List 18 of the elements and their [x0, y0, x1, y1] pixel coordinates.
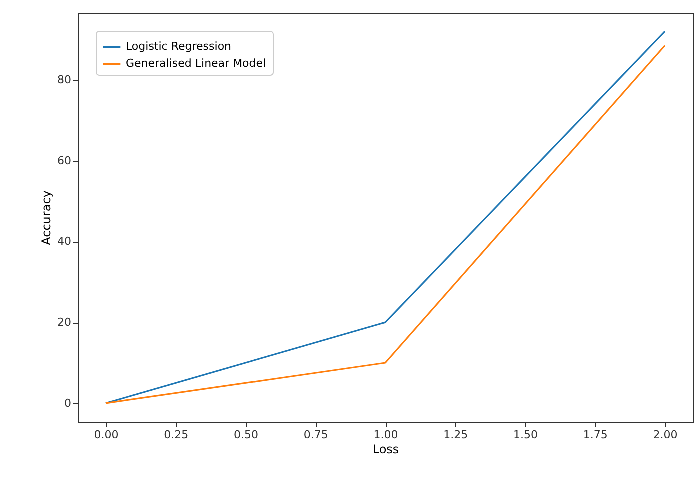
y-axis-title: Accuracy	[40, 190, 54, 246]
x-tick-label: 1.25	[444, 428, 468, 442]
x-tick-label: 2.00	[653, 428, 678, 442]
x-tick-label: 0.75	[304, 428, 328, 442]
x-tick-label: 0.25	[164, 428, 189, 442]
x-tick-label: 0.50	[234, 428, 258, 442]
x-tick-label: 1.00	[374, 428, 398, 442]
x-tick-label: 1.75	[583, 428, 608, 442]
legend-label: Generalised Linear Model	[126, 57, 266, 70]
x-axis-title: Loss	[372, 442, 400, 456]
y-tick-label: 20	[58, 316, 72, 330]
x-tick-label: 0.00	[94, 428, 119, 442]
x-tick-label: 1.50	[514, 428, 538, 442]
y-tick-label: 60	[58, 154, 72, 168]
y-tick-label: 40	[58, 235, 72, 248]
y-tick-label: 0	[64, 396, 72, 410]
legend-label: Logistic Regression	[126, 40, 232, 53]
y-tick-label: 80	[58, 74, 72, 87]
